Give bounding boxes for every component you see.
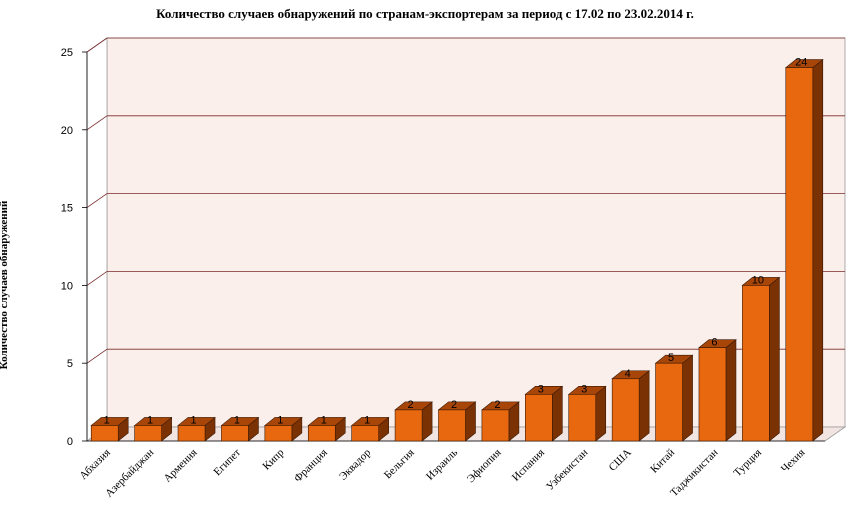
- data-label: 4: [625, 368, 631, 380]
- chart-title: Количество случаев обнаружений по страна…: [156, 6, 694, 21]
- data-label: 10: [752, 274, 764, 286]
- bar: [394, 409, 423, 442]
- data-label: 3: [538, 383, 544, 395]
- bar: [568, 394, 597, 442]
- category-label: Узбекистан: [544, 447, 590, 493]
- y-tick-label: 5: [67, 358, 73, 370]
- bar-side: [812, 58, 824, 442]
- bar: [438, 409, 466, 442]
- data-label: 1: [321, 414, 327, 426]
- bar-side: [595, 385, 607, 442]
- data-label: 1: [104, 414, 110, 426]
- y-tick-label: 0: [67, 436, 73, 448]
- category-label: Абхазия: [77, 447, 112, 482]
- category-label: Армения: [161, 447, 199, 485]
- bar: [655, 362, 683, 442]
- bar: [177, 425, 206, 442]
- gridline-side: [86, 37, 108, 53]
- data-label: 5: [668, 352, 674, 364]
- bar-side: [682, 354, 693, 442]
- y-tick-label: 15: [61, 203, 73, 215]
- bar: [611, 378, 640, 442]
- data-label: 2: [494, 399, 500, 411]
- data-label: 2: [408, 399, 414, 411]
- data-label: 1: [234, 414, 240, 426]
- data-label: 24: [795, 57, 807, 69]
- bar: [351, 425, 379, 442]
- bar: [525, 394, 553, 442]
- bar: [221, 425, 249, 442]
- category-label: Египет: [211, 447, 243, 479]
- plot-left-wall: [86, 37, 108, 442]
- bar: [134, 425, 162, 442]
- bar-side: [725, 339, 737, 442]
- bar: [90, 425, 119, 442]
- bar-side: [638, 370, 650, 442]
- bar: [742, 285, 770, 442]
- bar-side: [552, 385, 563, 442]
- bar: [785, 67, 814, 442]
- category-label: Франция: [292, 447, 330, 485]
- bar-side: [769, 276, 780, 442]
- category-label: Бельгия: [382, 447, 417, 482]
- gridline-side: [86, 348, 108, 364]
- y-tick-label: 10: [61, 280, 73, 292]
- data-label: 3: [581, 383, 587, 395]
- category-label: Турция: [731, 447, 764, 480]
- gridline-side: [86, 271, 108, 286]
- bar: [307, 425, 336, 442]
- category-label: Китай: [648, 447, 677, 476]
- data-label: 1: [364, 414, 370, 426]
- y-tick-label: 25: [61, 47, 73, 59]
- category-label: Эквадор: [337, 446, 374, 483]
- bar: [481, 409, 510, 442]
- bar: [264, 425, 293, 442]
- category-label: Кипр: [261, 446, 287, 472]
- category-label: Эфиопия: [465, 447, 504, 486]
- data-label: 6: [711, 337, 717, 349]
- data-label: 1: [190, 414, 196, 426]
- category-label: Израиль: [424, 447, 460, 483]
- gridline-side: [86, 115, 108, 131]
- y-tick-label: 20: [61, 125, 73, 137]
- data-label: 1: [277, 414, 283, 426]
- category-label: Испания: [510, 447, 547, 484]
- category-label: Чехия: [779, 447, 808, 476]
- category-label: США: [607, 447, 634, 474]
- data-label: 1: [147, 414, 153, 426]
- gridline-side: [86, 193, 108, 208]
- bar: [698, 347, 727, 442]
- data-label: 2: [451, 399, 457, 411]
